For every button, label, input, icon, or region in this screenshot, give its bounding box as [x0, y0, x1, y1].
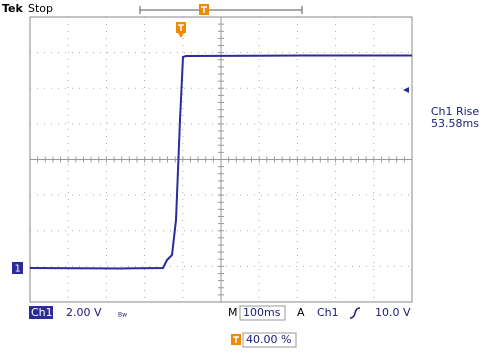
trigger-position: 40.00 %	[246, 333, 291, 346]
measurement-value: 53.58ms	[431, 117, 479, 130]
trigger-level: 10.0 V	[375, 306, 411, 319]
timebase-prefix: M	[228, 306, 238, 319]
timebase: 100ms	[243, 306, 281, 319]
brand: Tek	[2, 2, 24, 15]
trigger-source: Ch1	[317, 306, 339, 319]
trigger-mode: A	[297, 306, 305, 319]
trigger-position-icon	[199, 4, 209, 15]
status: Stop	[28, 2, 53, 15]
scope-screen: Tek Stop 1 Ch1 Rise 53.58ms Ch1 2.00 V B…	[0, 0, 491, 352]
channel-marker: 1	[15, 264, 21, 275]
trigger-pos-icon	[231, 334, 241, 345]
trigger-marker	[176, 22, 186, 38]
slope-icon	[350, 308, 360, 318]
page: {"header":{"brand":"Tek","status":"Stop"…	[0, 0, 491, 352]
record-bar	[140, 6, 302, 14]
level-arrow	[403, 87, 409, 93]
bandwidth: Bw	[118, 312, 127, 319]
channel: Ch1	[31, 306, 53, 319]
scale: 2.00 V	[66, 306, 102, 319]
graticule	[30, 17, 412, 302]
